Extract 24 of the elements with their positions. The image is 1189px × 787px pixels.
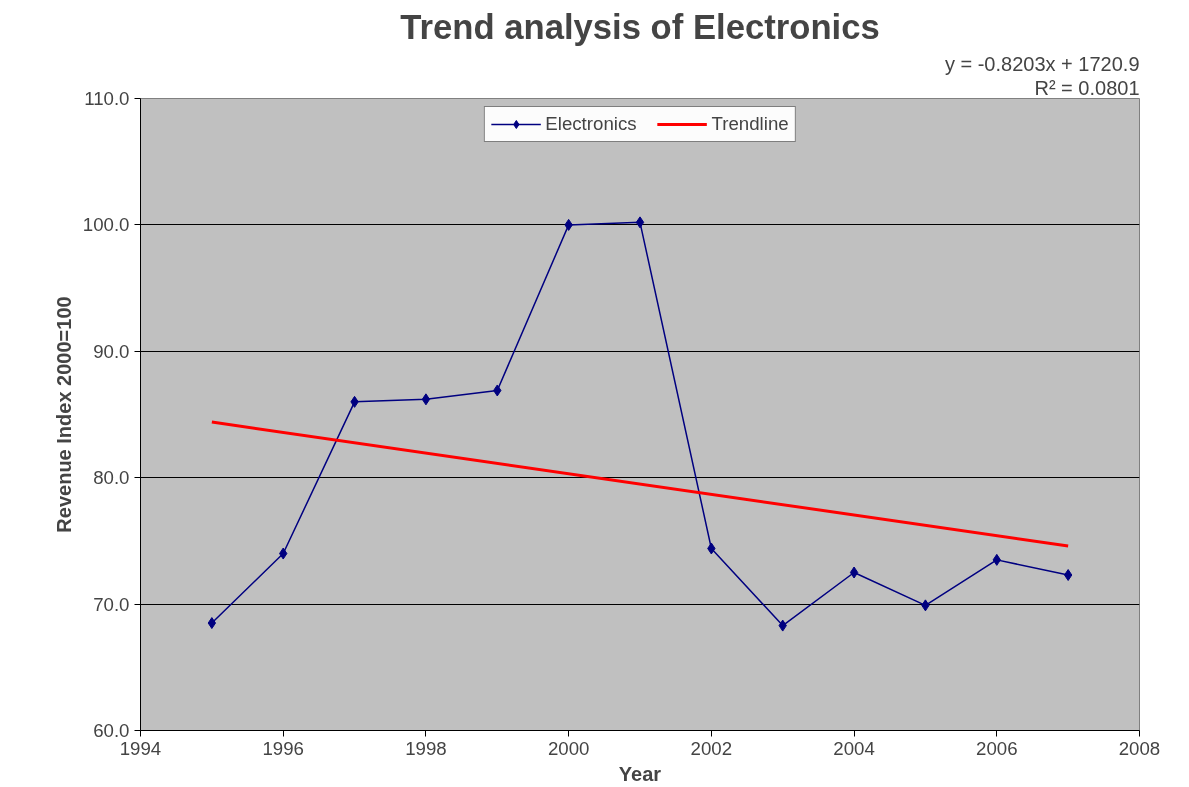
x-tick-label: 2004 [833, 737, 875, 759]
point [849, 566, 859, 579]
text: y = -0.8203x + 1720.9 [944, 52, 1140, 75]
x-tick-label: 1996 [262, 737, 304, 759]
y-tick-label: 80.0 [93, 467, 130, 489]
y-axis-title: Revenue Index 2000=100 [52, 296, 75, 533]
x-tick-label: 1998 [405, 737, 447, 759]
x-tick-label: 2006 [976, 737, 1018, 759]
x-tick-label: 2000 [547, 737, 590, 759]
y-tick-label: 90.0 [93, 340, 130, 362]
point [421, 393, 431, 406]
point [635, 216, 645, 229]
x-axis-title: Year [618, 762, 662, 785]
y-tick-label: 70.0 [93, 593, 130, 615]
chart-title: Trend analysis of Electronics [400, 7, 880, 46]
legend-label: Electronics [545, 113, 637, 135]
point [207, 617, 217, 630]
y-tick-label: 110.0 [84, 88, 130, 109]
x-tick-label: 2008 [1118, 737, 1161, 759]
annotation: R² = 0.0801 [1034, 76, 1140, 99]
x-tick-label: 2002 [690, 737, 733, 759]
legend-label: Trendline [711, 113, 789, 135]
y-tick-label: 100.0 [82, 214, 130, 236]
point [1063, 569, 1073, 582]
